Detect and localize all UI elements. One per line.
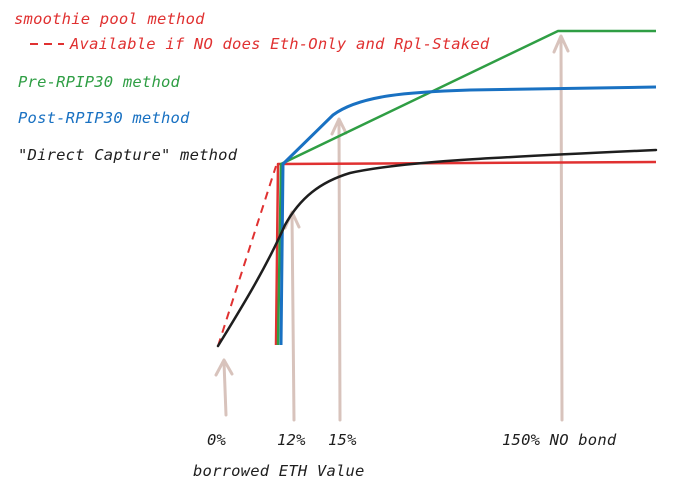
blue-post-rpip30-curve xyxy=(279,85,657,346)
legend-pre-rpip30-label: Pre-RPIP30 method xyxy=(18,73,181,91)
red-dashed-available-curve xyxy=(217,165,277,347)
arrow-15-percent xyxy=(330,117,348,422)
xlabel-12-percent: 12% xyxy=(277,431,306,449)
arrow-12-percent xyxy=(283,210,301,422)
legend-available-label: Available if NO does Eth-Only and Rpl-St… xyxy=(69,35,490,53)
red-smoothie-pool-curve xyxy=(274,160,657,346)
green-pre-rpip30-curve xyxy=(276,29,656,346)
xlabel-0-percent: 0% xyxy=(207,431,227,449)
legend-direct-capture-label: "Direct Capture" method xyxy=(18,146,238,164)
xlabel-150-percent-no-bond: 150% NO bond xyxy=(502,431,617,449)
black-direct-capture-curve xyxy=(216,148,658,348)
legend-post-rpip30-label: Post-RPIP30 method xyxy=(18,109,190,127)
legend-smoothie-label: smoothie pool method xyxy=(14,10,205,28)
arrow-0-percent xyxy=(214,358,234,417)
xlabel-15-percent: 15% xyxy=(328,431,357,449)
arrow-150-percent xyxy=(552,34,570,422)
x-axis-title: borrowed ETH Value xyxy=(193,462,365,480)
